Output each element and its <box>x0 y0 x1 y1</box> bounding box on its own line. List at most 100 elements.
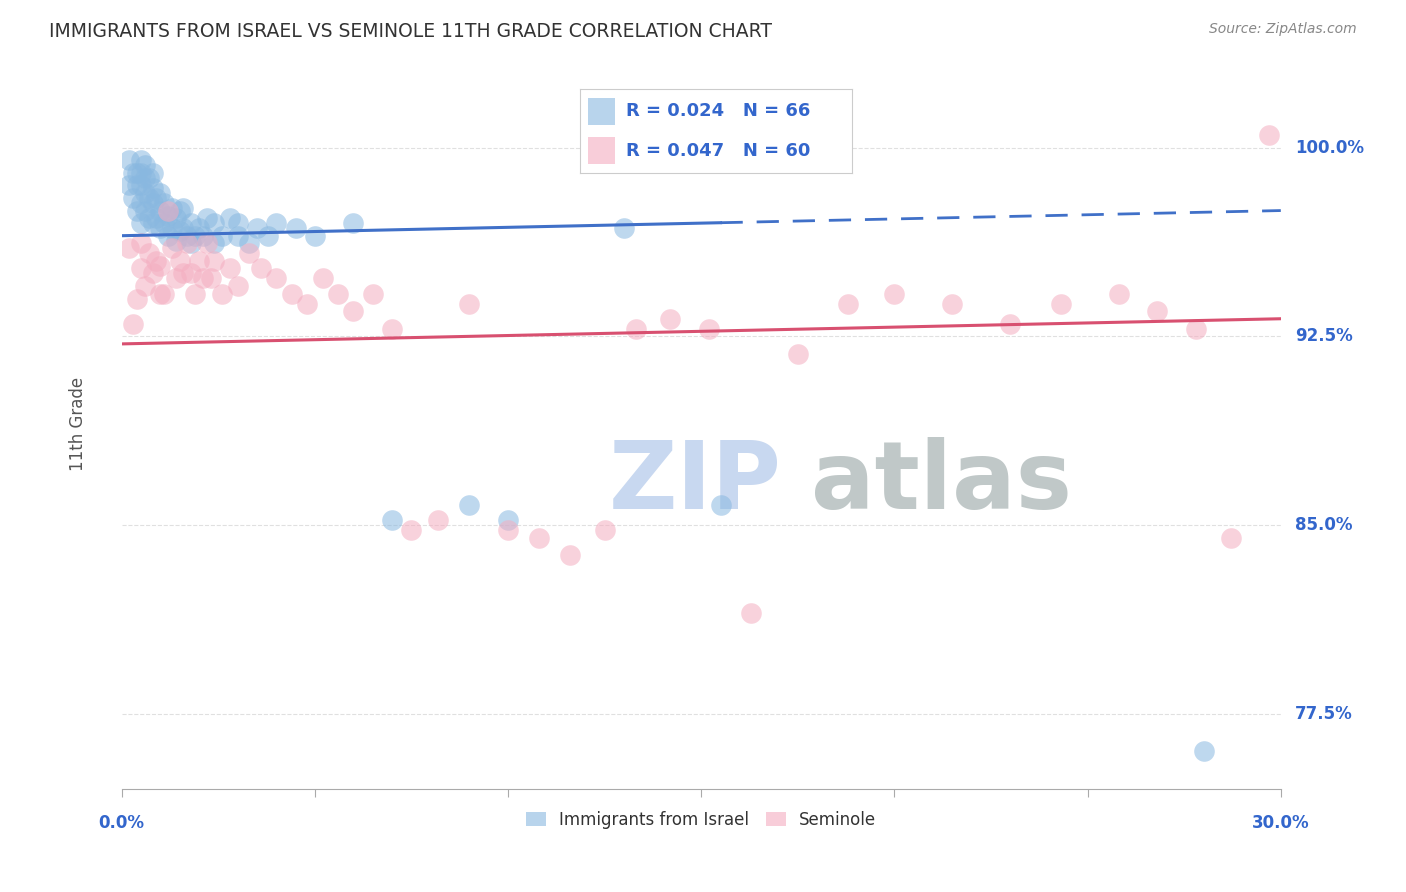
Point <box>153 286 176 301</box>
Point <box>129 178 152 193</box>
Point <box>142 166 165 180</box>
Point <box>1219 531 1241 545</box>
Point <box>709 498 731 512</box>
Text: 92.5%: 92.5% <box>1295 327 1353 345</box>
Point <box>280 286 302 301</box>
Point <box>187 253 209 268</box>
Point <box>496 513 519 527</box>
Point <box>160 241 183 255</box>
Point <box>138 170 160 185</box>
Text: IMMIGRANTS FROM ISRAEL VS SEMINOLE 11TH GRADE CORRELATION CHART: IMMIGRANTS FROM ISRAEL VS SEMINOLE 11TH … <box>49 22 772 41</box>
Point <box>264 271 287 285</box>
Point <box>129 261 152 276</box>
Point <box>122 166 145 180</box>
Point <box>218 211 240 226</box>
Point <box>624 322 647 336</box>
Point <box>156 209 179 223</box>
Point <box>342 304 364 318</box>
Point <box>740 606 762 620</box>
Point <box>138 246 160 260</box>
Point <box>129 166 152 180</box>
Point <box>149 203 172 218</box>
Point <box>134 158 156 172</box>
Point <box>613 221 636 235</box>
Text: 30.0%: 30.0% <box>1251 814 1309 832</box>
Point <box>1108 286 1130 301</box>
Point <box>134 279 156 293</box>
Point <box>142 216 165 230</box>
Text: 100.0%: 100.0% <box>1295 138 1364 157</box>
Point <box>142 267 165 281</box>
Point <box>129 153 152 168</box>
Point <box>311 271 333 285</box>
Point <box>218 261 240 276</box>
Point <box>326 286 349 301</box>
Point <box>1000 317 1022 331</box>
Point <box>786 347 808 361</box>
Point <box>211 228 233 243</box>
Point <box>1192 744 1215 758</box>
Point <box>941 296 963 310</box>
Point <box>249 261 271 276</box>
Point <box>172 221 194 235</box>
Point <box>172 201 194 215</box>
Point <box>837 296 859 310</box>
Point <box>202 253 225 268</box>
Point <box>129 196 152 211</box>
Point <box>180 216 202 230</box>
Text: 0.0%: 0.0% <box>98 814 145 832</box>
Point <box>129 236 152 251</box>
Point <box>1146 304 1168 318</box>
Point <box>202 236 225 251</box>
Point <box>458 296 481 310</box>
Point <box>156 228 179 243</box>
Point <box>142 181 165 195</box>
Point <box>138 211 160 226</box>
Point <box>401 523 423 537</box>
Point <box>238 246 260 260</box>
Point <box>659 311 682 326</box>
Point <box>361 286 384 301</box>
Point <box>257 228 280 243</box>
Point <box>165 211 187 226</box>
Point <box>226 216 249 230</box>
Point <box>191 228 214 243</box>
Point <box>165 271 187 285</box>
Point <box>558 548 581 562</box>
Point <box>342 216 364 230</box>
Point <box>169 224 191 238</box>
Point <box>226 228 249 243</box>
Point <box>195 211 218 226</box>
Point <box>169 203 191 218</box>
Point <box>381 513 404 527</box>
Point <box>153 216 176 230</box>
Text: Source: ZipAtlas.com: Source: ZipAtlas.com <box>1209 22 1357 37</box>
Point <box>496 523 519 537</box>
Point <box>238 236 260 251</box>
Point <box>1184 322 1206 336</box>
Point <box>295 296 318 310</box>
Point <box>184 228 207 243</box>
Point <box>172 267 194 281</box>
Point <box>381 322 404 336</box>
Point <box>697 322 720 336</box>
Point <box>129 216 152 230</box>
Point <box>180 267 202 281</box>
Point <box>184 286 207 301</box>
Point <box>118 241 141 255</box>
Point <box>195 236 218 251</box>
Point <box>226 279 249 293</box>
Point <box>134 170 156 185</box>
Point <box>160 221 183 235</box>
Point <box>458 498 481 512</box>
Point <box>118 153 141 168</box>
Point <box>127 203 149 218</box>
Point <box>118 178 141 193</box>
Text: 77.5%: 77.5% <box>1295 705 1353 723</box>
Point <box>264 216 287 230</box>
Point <box>304 228 326 243</box>
Point <box>134 186 156 200</box>
Legend: Immigrants from Israel, Seminole: Immigrants from Israel, Seminole <box>519 805 883 836</box>
Point <box>149 286 172 301</box>
Point <box>122 317 145 331</box>
